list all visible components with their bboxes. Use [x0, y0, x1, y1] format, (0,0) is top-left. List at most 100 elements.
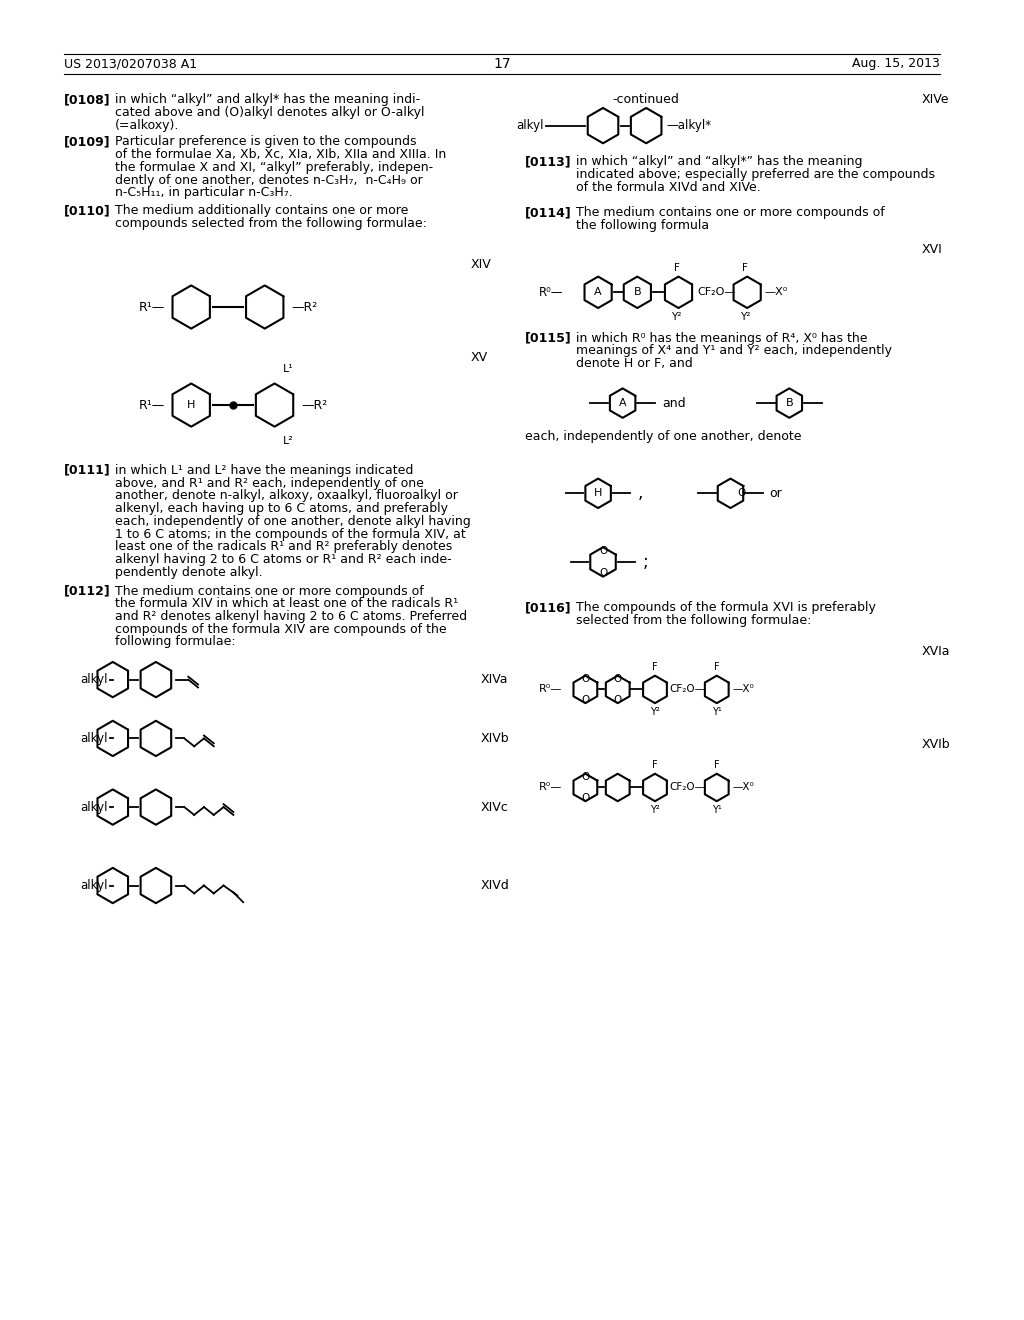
Text: each, independently of one another, denote: each, independently of one another, deno…	[524, 429, 801, 442]
Text: The compounds of the formula XVI is preferably: The compounds of the formula XVI is pref…	[575, 601, 876, 614]
Text: alkenyl, each having up to 6 C atoms, and preferably: alkenyl, each having up to 6 C atoms, an…	[115, 502, 447, 515]
Text: or: or	[770, 487, 782, 500]
Text: [0110]: [0110]	[63, 205, 111, 216]
Text: The medium additionally contains one or more: The medium additionally contains one or …	[115, 205, 409, 216]
Text: indicated above; especially preferred are the compounds: indicated above; especially preferred ar…	[575, 168, 935, 181]
Text: Aug. 15, 2013: Aug. 15, 2013	[852, 57, 940, 70]
Text: —X⁰: —X⁰	[732, 783, 755, 792]
Text: O: O	[582, 793, 590, 803]
Text: pendently denote alkyl.: pendently denote alkyl.	[115, 566, 262, 579]
Text: compounds selected from the following formulae:: compounds selected from the following fo…	[115, 216, 427, 230]
Text: [0113]: [0113]	[524, 154, 571, 168]
Text: B: B	[785, 399, 794, 408]
Text: XV: XV	[471, 351, 487, 364]
Text: CF₂O—: CF₂O—	[670, 684, 706, 694]
Text: R⁰—: R⁰—	[540, 684, 562, 694]
Text: O: O	[582, 772, 590, 783]
Text: XIVb: XIVb	[480, 733, 509, 744]
Text: dently of one another, denotes n-C₃H₇,  n-C₄H₉ or: dently of one another, denotes n-C₃H₇, n…	[115, 174, 423, 186]
Text: alkyl: alkyl	[80, 673, 108, 686]
Text: Y²: Y²	[672, 312, 682, 322]
Text: [0116]: [0116]	[524, 601, 571, 614]
Text: [0115]: [0115]	[524, 331, 571, 345]
Text: O: O	[599, 546, 607, 556]
Text: following formulae:: following formulae:	[115, 635, 236, 648]
Text: L¹: L¹	[283, 364, 293, 374]
Text: R⁰—: R⁰—	[540, 783, 562, 792]
Text: [0112]: [0112]	[63, 585, 111, 598]
Text: in which R⁰ has the meanings of R⁴, X⁰ has the: in which R⁰ has the meanings of R⁴, X⁰ h…	[575, 331, 867, 345]
Text: of the formulae Xa, Xb, Xc, XIa, XIb, XIIa and XIIIa. In: of the formulae Xa, Xb, Xc, XIa, XIb, XI…	[115, 148, 446, 161]
Text: [0109]: [0109]	[63, 136, 111, 148]
Text: A: A	[594, 288, 602, 297]
Text: (=alkoxy).: (=alkoxy).	[115, 119, 179, 132]
Text: R¹—: R¹—	[138, 399, 165, 412]
Text: F: F	[714, 661, 720, 672]
Text: alkyl: alkyl	[80, 733, 108, 744]
Text: CF₂O—: CF₂O—	[670, 783, 706, 792]
Text: XIV: XIV	[471, 257, 492, 271]
Text: another, denote n-alkyl, alkoxy, oxaalkyl, fluoroalkyl or: another, denote n-alkyl, alkoxy, oxaalky…	[115, 490, 458, 503]
Text: cated above and (O)alkyl denotes alkyl or O-alkyl: cated above and (O)alkyl denotes alkyl o…	[115, 106, 424, 119]
Text: meanings of X⁴ and Y¹ and Y² each, independently: meanings of X⁴ and Y¹ and Y² each, indep…	[575, 345, 892, 358]
Text: XIVd: XIVd	[480, 879, 509, 892]
Text: The medium contains one or more compounds of: The medium contains one or more compound…	[115, 585, 424, 598]
Text: F: F	[652, 760, 657, 770]
Text: alkyl: alkyl	[517, 119, 544, 132]
Text: XVI: XVI	[922, 243, 942, 256]
Text: [0111]: [0111]	[63, 463, 111, 477]
Text: alkyl: alkyl	[80, 800, 108, 813]
Text: [0114]: [0114]	[524, 206, 571, 219]
Text: of the formula XIVd and XIVe.: of the formula XIVd and XIVe.	[575, 181, 760, 194]
Text: A: A	[618, 399, 627, 408]
Text: alkenyl having 2 to 6 C atoms or R¹ and R² each inde-: alkenyl having 2 to 6 C atoms or R¹ and …	[115, 553, 452, 566]
Text: O: O	[582, 675, 590, 684]
Text: n-C₅H₁₁, in particular n-C₃H₇.: n-C₅H₁₁, in particular n-C₃H₇.	[115, 186, 293, 199]
Text: B: B	[634, 288, 641, 297]
Text: R¹—: R¹—	[138, 301, 165, 314]
Text: O: O	[599, 568, 607, 578]
Text: in which L¹ and L² have the meanings indicated: in which L¹ and L² have the meanings ind…	[115, 463, 413, 477]
Text: and: and	[662, 396, 685, 409]
Text: the following formula: the following formula	[575, 219, 709, 232]
Text: compounds of the formula XIV are compounds of the: compounds of the formula XIV are compoun…	[115, 623, 446, 636]
Text: Y¹: Y¹	[712, 805, 722, 816]
Text: and R² denotes alkenyl having 2 to 6 C atoms. Preferred: and R² denotes alkenyl having 2 to 6 C a…	[115, 610, 467, 623]
Text: alkyl: alkyl	[80, 879, 108, 892]
Text: Y²: Y²	[650, 805, 659, 816]
Text: H: H	[594, 488, 602, 499]
Text: 1 to 6 C atoms; in the compounds of the formula XIV, at: 1 to 6 C atoms; in the compounds of the …	[115, 528, 466, 541]
Text: XIVa: XIVa	[480, 673, 508, 686]
Text: Y²: Y²	[650, 708, 659, 717]
Text: [0108]: [0108]	[63, 94, 111, 107]
Text: US 2013/0207038 A1: US 2013/0207038 A1	[63, 57, 197, 70]
Text: least one of the radicals R¹ and R² preferably denotes: least one of the radicals R¹ and R² pref…	[115, 540, 452, 553]
Text: ;: ;	[642, 553, 648, 572]
Text: denote H or F, and: denote H or F, and	[575, 356, 692, 370]
Text: O: O	[613, 694, 622, 705]
Text: F: F	[674, 263, 680, 273]
Text: —X⁰: —X⁰	[765, 288, 788, 297]
Text: —alkyl*: —alkyl*	[667, 119, 712, 132]
Text: CF₂O—: CF₂O—	[697, 288, 735, 297]
Text: F: F	[652, 661, 657, 672]
Text: F: F	[714, 760, 720, 770]
Text: —R²: —R²	[291, 301, 317, 314]
Text: 17: 17	[494, 57, 511, 71]
Text: the formula XIV in which at least one of the radicals R¹: the formula XIV in which at least one of…	[115, 597, 458, 610]
Text: XVIa: XVIa	[922, 645, 950, 659]
Text: above, and R¹ and R² each, independently of one: above, and R¹ and R² each, independently…	[115, 477, 424, 490]
Text: —R²: —R²	[301, 399, 328, 412]
Text: in which “alkyl” and alkyl* has the meaning indi-: in which “alkyl” and alkyl* has the mean…	[115, 94, 420, 107]
Text: R⁰—: R⁰—	[540, 286, 564, 298]
Text: H: H	[187, 400, 196, 411]
Text: F: F	[742, 263, 749, 273]
Text: each, independently of one another, denote alkyl having: each, independently of one another, deno…	[115, 515, 470, 528]
Text: Y²: Y²	[740, 312, 751, 322]
Text: O: O	[613, 675, 622, 684]
Text: Particular preference is given to the compounds: Particular preference is given to the co…	[115, 136, 416, 148]
Text: in which “alkyl” and “alkyl*” has the meaning: in which “alkyl” and “alkyl*” has the me…	[575, 154, 862, 168]
Text: -continued: -continued	[612, 94, 680, 107]
Text: the formulae X and XI, “alkyl” preferably, indepen-: the formulae X and XI, “alkyl” preferabl…	[115, 161, 433, 174]
Text: O: O	[737, 488, 745, 499]
